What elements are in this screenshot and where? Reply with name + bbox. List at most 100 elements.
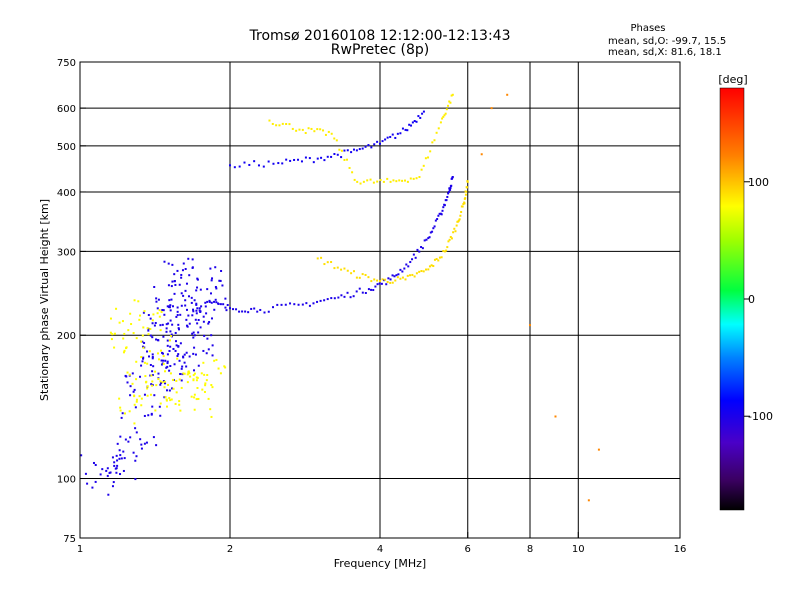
- trace-group: [206, 175, 454, 314]
- data-point: [151, 380, 154, 383]
- data-point: [151, 370, 154, 373]
- data-point: [442, 206, 445, 209]
- data-point: [449, 188, 452, 191]
- data-point: [193, 396, 196, 399]
- data-point: [171, 387, 174, 390]
- data-point: [453, 227, 456, 230]
- data-point: [120, 416, 123, 419]
- data-point: [119, 409, 122, 412]
- data-point: [166, 344, 169, 347]
- data-point: [428, 265, 431, 268]
- data-point: [196, 322, 199, 325]
- data-point: [189, 375, 192, 378]
- data-point: [193, 369, 196, 372]
- data-point: [197, 364, 200, 367]
- data-point: [289, 159, 292, 162]
- data-point: [308, 304, 311, 307]
- data-point: [224, 297, 227, 300]
- data-point: [391, 274, 394, 277]
- data-point: [185, 351, 188, 354]
- data-point: [195, 309, 198, 312]
- data-point: [430, 264, 433, 267]
- data-point: [185, 282, 188, 285]
- data-point: [187, 314, 190, 317]
- data-point: [376, 279, 379, 282]
- data-point: [191, 332, 194, 335]
- data-point: [187, 371, 190, 374]
- data-point: [80, 454, 83, 457]
- data-point: [412, 177, 415, 180]
- data-point: [362, 180, 365, 183]
- data-point: [229, 164, 231, 167]
- data-point: [123, 457, 126, 460]
- data-point: [177, 328, 180, 331]
- data-point: [177, 345, 180, 348]
- data-point: [171, 280, 174, 283]
- data-point: [358, 148, 361, 151]
- data-point: [180, 379, 183, 382]
- data-point: [429, 150, 432, 153]
- data-point: [376, 283, 379, 286]
- data-point: [413, 275, 416, 278]
- data-point: [305, 302, 308, 305]
- data-point: [301, 128, 304, 131]
- data-point: [529, 324, 531, 327]
- data-point: [163, 380, 166, 383]
- data-point: [118, 449, 121, 452]
- data-point: [204, 382, 207, 385]
- data-point: [127, 440, 130, 443]
- data-point: [174, 349, 177, 352]
- data-point: [176, 310, 179, 313]
- data-point: [213, 300, 216, 303]
- data-point: [391, 133, 394, 136]
- data-point: [404, 278, 407, 281]
- data-point: [175, 379, 178, 382]
- data-point: [146, 327, 149, 330]
- colorbar-tick-label: 0: [748, 293, 755, 306]
- data-point: [394, 279, 397, 282]
- data-point: [444, 112, 447, 115]
- data-point: [429, 231, 432, 234]
- data-point: [155, 338, 158, 341]
- data-point: [135, 337, 138, 340]
- data-point: [128, 410, 131, 413]
- data-point: [215, 287, 218, 290]
- data-point: [443, 114, 446, 117]
- data-point: [437, 127, 440, 130]
- data-point: [431, 230, 434, 233]
- data-point: [187, 257, 190, 260]
- data-point: [178, 359, 181, 362]
- data-point: [409, 274, 412, 277]
- data-point: [428, 236, 431, 239]
- data-point: [447, 190, 450, 193]
- data-point: [410, 124, 413, 127]
- data-point: [451, 93, 454, 96]
- colorbar-ticks: 100 0 -100: [744, 176, 773, 423]
- data-point: [176, 269, 179, 272]
- data-point: [506, 93, 509, 96]
- data-point: [140, 356, 143, 359]
- data-point: [348, 166, 351, 169]
- data-point: [458, 218, 461, 221]
- data-point: [207, 348, 210, 351]
- data-point: [169, 309, 172, 312]
- data-point: [166, 339, 169, 342]
- data-point: [346, 158, 349, 161]
- data-point: [427, 156, 430, 159]
- data-point: [386, 177, 389, 180]
- data-point: [151, 336, 154, 339]
- y-tick-label: 300: [57, 247, 76, 258]
- data-point: [148, 350, 151, 353]
- data-point: [435, 257, 438, 260]
- data-point: [310, 127, 313, 130]
- data-point: [307, 127, 310, 130]
- data-point: [370, 288, 373, 291]
- data-point: [142, 346, 145, 349]
- data-point: [112, 481, 115, 484]
- data-point: [157, 298, 160, 301]
- data-point: [322, 129, 325, 132]
- data-point: [343, 295, 346, 298]
- data-point: [454, 230, 457, 233]
- data-point: [356, 180, 359, 183]
- data-point: [179, 313, 182, 316]
